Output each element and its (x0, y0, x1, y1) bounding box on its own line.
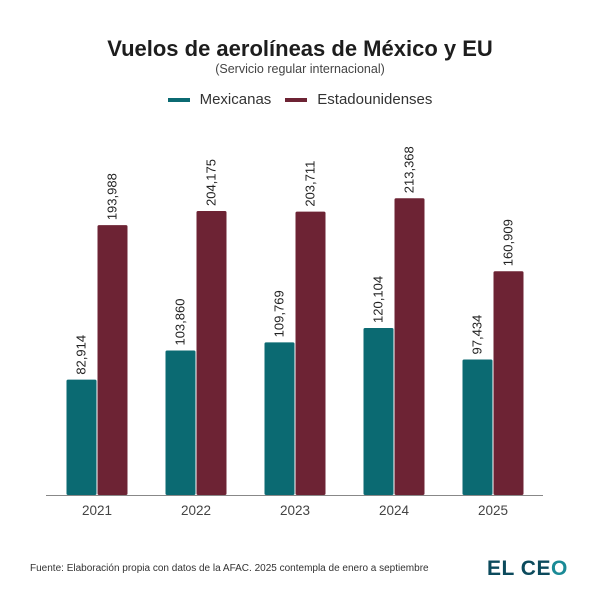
bar-mexicanas-2023 (264, 342, 295, 495)
legend-item-mexicanas: Mexicanas (167, 91, 272, 108)
data-label-estadounidenses-2022: 204,175 (204, 159, 219, 206)
bar-mexicanas-2021 (66, 379, 97, 495)
bar-estadounidenses-2022 (196, 211, 227, 495)
legend: Mexicanas Estadounidenses (0, 91, 600, 108)
legend-item-estadounidenses: Estadounidenses (285, 91, 432, 108)
x-tick-label-2021: 2021 (82, 503, 112, 518)
data-label-estadounidenses-2021: 193,988 (105, 173, 120, 220)
bar-mexicanas-2025 (462, 359, 493, 495)
data-label-estadounidenses-2025: 160,909 (501, 219, 516, 266)
legend-label-estadounidenses: Estadounidenses (317, 91, 433, 108)
legend-swatch-mexicanas (167, 97, 190, 102)
chart-title: Vuelos de aerolíneas de México y EU (107, 36, 493, 61)
x-tick-label-2025: 2025 (478, 503, 508, 518)
bar-mexicanas-2024 (363, 327, 394, 495)
data-label-mexicanas-2021: 82,914 (74, 335, 89, 375)
data-label-estadounidenses-2023: 203,711 (303, 161, 318, 207)
bar-estadounidenses-2024 (394, 198, 425, 496)
el-ceo-logo: EL CEO (487, 557, 568, 581)
legend-label-mexicanas: Mexicanas (199, 91, 272, 108)
x-tick-label-2024: 2024 (379, 503, 410, 518)
logo-text: EL CE (487, 557, 551, 580)
legend-swatch-estadounidenses (285, 97, 308, 102)
bar-estadounidenses-2023 (295, 211, 326, 495)
source-note: Fuente: Elaboración propia con datos de … (30, 563, 429, 574)
bar-mexicanas-2022 (165, 350, 196, 495)
bar-estadounidenses-2021 (97, 225, 128, 495)
x-tick-label-2023: 2023 (280, 503, 310, 518)
data-label-mexicanas-2023: 109,769 (272, 290, 287, 337)
data-label-mexicanas-2025: 97,434 (470, 315, 485, 355)
data-label-estadounidenses-2024: 213,368 (402, 146, 417, 193)
chart-subtitle: (Servicio regular internacional) (215, 62, 385, 76)
logo-text-o: O (550, 557, 568, 580)
bar-estadounidenses-2025 (493, 271, 524, 495)
data-label-mexicanas-2022: 103,860 (173, 299, 188, 346)
x-tick-label-2022: 2022 (181, 503, 211, 518)
data-label-mexicanas-2024: 120,104 (371, 276, 386, 323)
